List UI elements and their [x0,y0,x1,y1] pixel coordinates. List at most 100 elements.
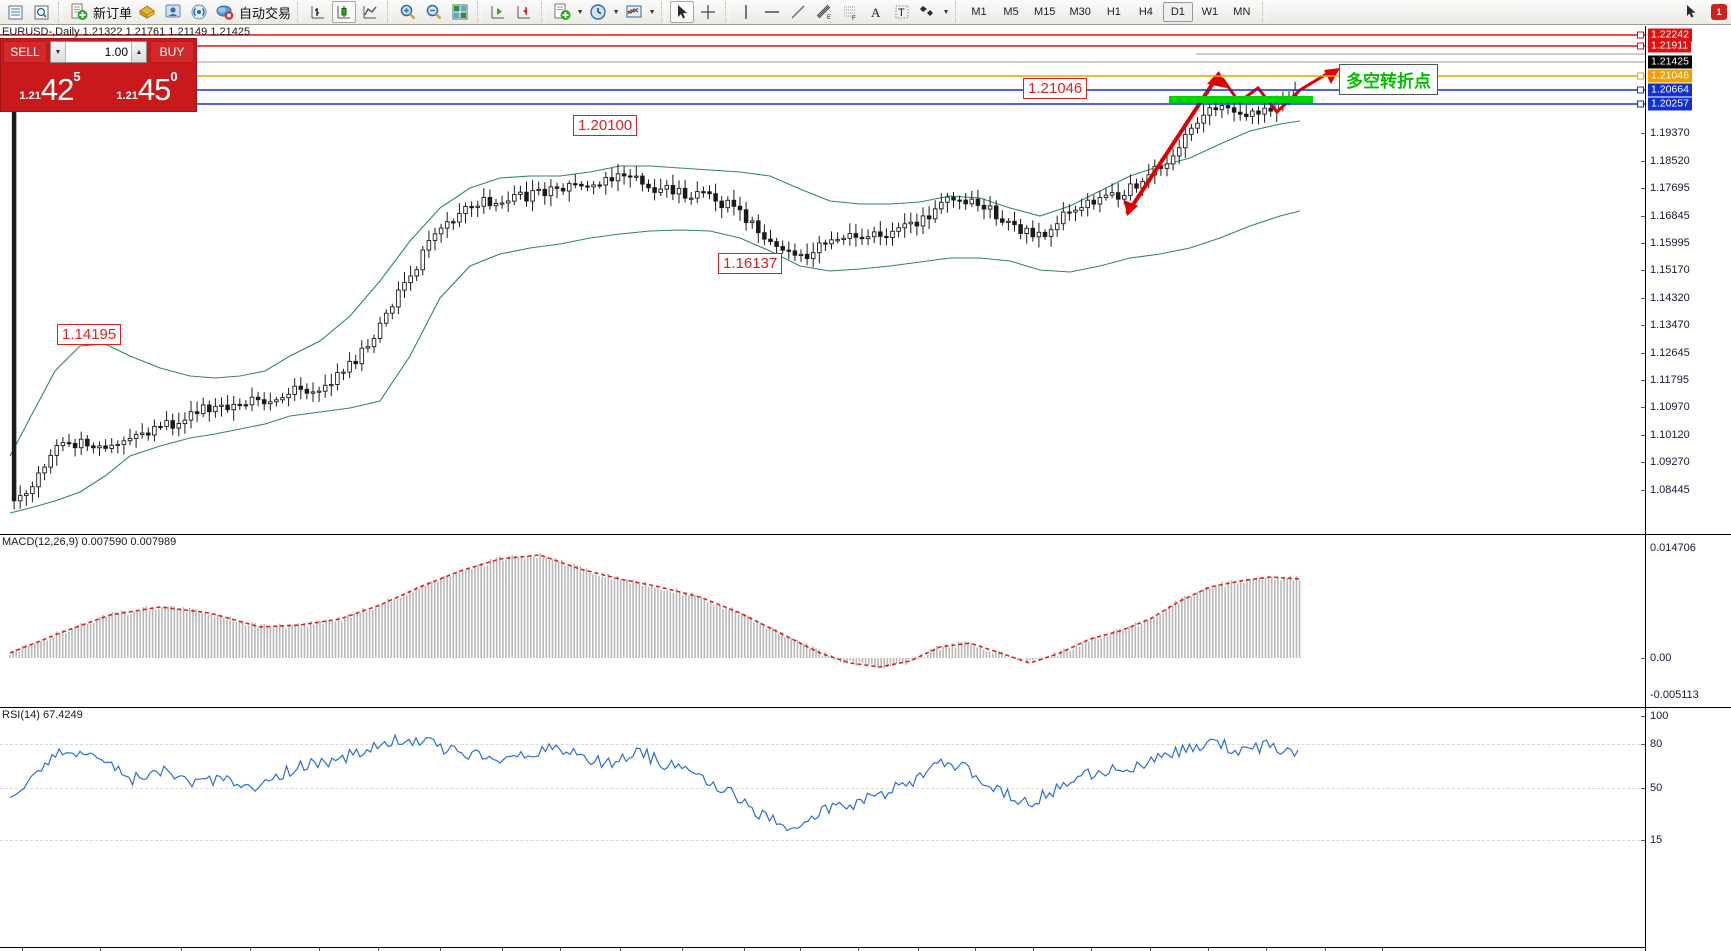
price-tag-2[interactable]: 1.21911 [1648,39,1692,53]
date-tick [1033,948,1034,951]
bar-chart-icon[interactable] [306,1,330,23]
price-handle[interactable] [1637,31,1644,39]
line-chart-icon[interactable] [358,1,382,23]
toolbar-right-group: 1 [1679,1,1731,23]
timeframe-m30[interactable]: M30 [1069,6,1091,18]
sell-price-main: 42 [40,72,74,107]
date-tick [440,948,441,951]
auto-trading-icon[interactable] [213,1,237,23]
date-tick [858,948,859,951]
new-order-icon[interactable] [67,1,91,23]
auto-trading-label[interactable]: 自动交易 [239,5,292,21]
price-handle[interactable] [1637,100,1644,108]
timeframe-w1[interactable]: W1 [1201,6,1219,18]
tile-windows-icon[interactable] [448,1,472,23]
price-tag-5[interactable]: 1.20257 [1648,97,1692,111]
buy-button[interactable]: BUY [150,41,194,63]
annotation-price-1[interactable]: 1.14195 [57,324,122,345]
auto-scroll-icon[interactable] [512,1,536,23]
cursor-icon[interactable] [670,1,695,23]
price-tag-1[interactable]: 1.22242 [1648,28,1692,42]
buy-price-display[interactable]: 1.21 45 0 [100,65,194,107]
chevron-down-icon[interactable]: ▼ [576,8,584,16]
svg-text:E: E [827,15,831,21]
toolbar-separator [477,2,482,22]
price-tag-4[interactable]: 1.20664 [1648,83,1692,97]
date-tick [682,948,683,951]
annotation-price-2[interactable]: 1.20100 [573,115,638,136]
chevron-down-icon[interactable]: ▼ [648,8,656,16]
sell-price-prefix: 1.21 [19,90,41,102]
shapes-icon[interactable] [916,1,940,23]
toolbar-separator [541,2,546,22]
annotation-note[interactable]: 多空转折点 [1339,64,1438,95]
chart-shift-icon[interactable] [486,1,510,23]
fibonacci-icon[interactable]: F [838,1,862,23]
horizontal-line-icon[interactable] [760,1,784,23]
date-tick [560,948,561,951]
svg-text:A: A [871,5,881,20]
candlestick-chart-icon[interactable] [332,1,357,23]
date-tick [1091,948,1092,951]
toolbar-separator [725,2,730,22]
timeframe-h1[interactable]: H1 [1106,6,1121,18]
price-tag-3[interactable]: 1.21046 [1648,69,1692,83]
crosshair-icon[interactable] [696,1,720,23]
date-tick [1150,948,1151,951]
equidistant-channel-icon[interactable]: E [812,1,836,23]
date-tick [250,948,251,951]
annotation-price-3[interactable]: 1.16137 [718,253,783,274]
date-tick [975,948,976,951]
timeframe-m15[interactable]: M15 [1034,6,1056,18]
vertical-line-icon[interactable] [734,1,758,23]
date-tick [1266,948,1267,951]
trade-panel-quotes: 1.21 42 5 1.21 45 0 [1,65,196,109]
timeframe-d1[interactable]: D1 [1162,2,1193,22]
volume-input[interactable]: 1.00 [104,45,128,59]
volume-decrement-icon[interactable]: ▼ [51,42,66,62]
text-label-icon[interactable]: T [890,1,914,23]
one-click-trading-panel[interactable]: SELL ▼ 1.00 ▲ BUY 1.21 42 5 1.21 45 0 [0,38,197,112]
volume-stepper[interactable]: ▼ 1.00 ▲ [50,41,147,63]
chart-area[interactable]: EURUSD-,Daily 1.21322 1.21761 1.21149 1.… [0,26,1731,951]
signals-icon[interactable] [187,1,211,23]
zoom-in-icon[interactable] [396,1,420,23]
chevron-down-icon[interactable]: ▼ [942,8,950,16]
zoom-out-icon[interactable] [422,1,446,23]
price-handle[interactable] [1637,42,1644,50]
text-icon[interactable]: A [864,1,888,23]
market-watch-icon[interactable] [3,1,27,23]
timeframe-h4[interactable]: H4 [1138,6,1153,18]
date-tick [918,948,919,951]
svg-text:F: F [852,16,856,21]
templates-icon[interactable] [622,1,646,23]
trendline-icon[interactable] [786,1,810,23]
data-window-icon[interactable] [29,1,53,23]
new-order-label[interactable]: 新订单 [93,5,133,21]
price-handle[interactable] [1637,86,1644,94]
candlestick-series [5,78,1298,510]
date-tick [22,948,23,951]
rsi-pane[interactable]: RSI(14) 67.4249 100 80 50 15 [0,707,1731,947]
price-handle[interactable] [1637,72,1644,80]
macd-pane[interactable]: MACD(12,26,9) 0.007590 0.007989 0.014706… [0,534,1731,706]
date-tick [100,948,101,951]
timeframe-m1[interactable]: M1 [971,6,987,18]
chevron-down-icon[interactable]: ▼ [612,8,620,16]
recording-badge[interactable]: 1 [1711,4,1727,20]
buy-price-main: 45 [137,72,171,107]
mql5-community-icon[interactable] [161,1,185,23]
annotation-price-4[interactable]: 1.21046 [1023,78,1088,99]
pointer-icon[interactable] [1680,1,1704,23]
sell-price-display[interactable]: 1.21 42 5 [3,65,97,107]
timeframe-m5[interactable]: M5 [1003,6,1019,18]
indicators-icon[interactable] [550,1,574,23]
date-tick [1325,948,1326,951]
expert-advisor-icon[interactable] [135,1,159,23]
volume-increment-icon[interactable]: ▲ [131,42,146,62]
timeframe-mn[interactable]: MN [1233,6,1251,18]
price-pane[interactable]: 1.19370 1.18520 1.17695 1.16845 1.15995 … [0,26,1731,534]
toolbar-separator [1261,2,1266,22]
sell-button[interactable]: SELL [3,41,47,63]
periods-icon[interactable] [586,1,610,23]
